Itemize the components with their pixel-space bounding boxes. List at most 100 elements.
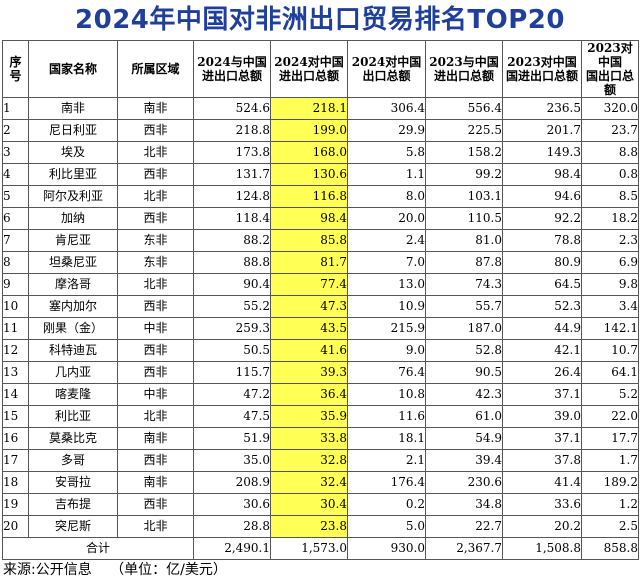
column-header: 2023对中国 国进出口总额	[502, 40, 582, 98]
value-cell: 98.4	[502, 163, 582, 186]
table-row: 14 喀麦隆 中非 47.2 36.4 10.8 42.3 37.1 5.2	[2, 383, 639, 406]
country-cell: 南非	[28, 97, 118, 120]
value-cell: 37.8	[502, 449, 582, 472]
value-cell: 39.3	[270, 361, 348, 384]
column-header-line: 出口总额	[362, 69, 411, 83]
value-cell: 76.4	[347, 361, 426, 384]
value-cell: 1.7	[581, 449, 639, 472]
table-row: 4 利比里亚 西非 131.7 130.6 1.1 99.2 98.4 0.8	[2, 163, 639, 186]
value-cell: 215.9	[347, 317, 426, 340]
value-cell: 20.2	[502, 515, 582, 538]
table-body: 1 南非 南非 524.6 218.1 306.4 556.4 236.5 320.0 2 尼日利亚…	[2, 97, 639, 560]
value-cell: 18.2	[581, 207, 639, 230]
rank-cell: 4	[2, 163, 29, 186]
value-cell: 13.0	[347, 273, 426, 296]
column-header-line: 2024对中国	[351, 55, 422, 69]
total-value-cell: 930.0	[347, 537, 426, 560]
region-cell: 西非	[117, 163, 194, 186]
value-cell: 236.5	[502, 97, 582, 120]
value-cell: 51.9	[193, 427, 271, 450]
value-cell: 11.6	[347, 405, 426, 428]
value-cell: 88.2	[193, 229, 271, 252]
region-cell: 北非	[117, 185, 194, 208]
column-header: 2024与中国 进出口总额	[193, 40, 271, 98]
region-cell: 西非	[117, 119, 194, 142]
value-cell: 50.5	[193, 339, 271, 362]
region-cell: 南非	[117, 427, 194, 450]
value-cell: 47.3	[270, 295, 348, 318]
value-cell: 33.6	[502, 493, 582, 516]
region-cell: 西非	[117, 339, 194, 362]
value-cell: 5.2	[581, 383, 639, 406]
country-cell: 肯尼亚	[28, 229, 118, 252]
value-cell: 42.3	[425, 383, 503, 406]
value-cell: 26.4	[502, 361, 582, 384]
region-cell: 北非	[117, 141, 194, 164]
value-cell: 23.7	[581, 119, 639, 142]
rank-cell: 2	[2, 119, 29, 142]
value-cell: 218.8	[193, 119, 271, 142]
region-cell: 北非	[117, 273, 194, 296]
table-row: 1 南非 南非 524.6 218.1 306.4 556.4 236.5 320.0	[2, 97, 639, 120]
value-cell: 8.5	[581, 185, 639, 208]
column-header-line: 2023与中国	[429, 55, 499, 69]
source-note: 来源:公开信息 （单位：亿/美元）	[3, 560, 241, 580]
value-cell: 92.2	[502, 207, 582, 230]
value-cell: 168.0	[270, 141, 348, 164]
value-cell: 131.7	[193, 163, 271, 186]
value-cell: 41.6	[270, 339, 348, 362]
table-row: 8 坦桑尼亚 东非 88.8 81.7 7.0 87.8 80.9 6.9	[2, 251, 639, 274]
rank-cell: 11	[2, 317, 29, 340]
value-cell: 6.9	[581, 251, 639, 274]
rank-cell: 10	[2, 295, 29, 318]
value-cell: 2.5	[581, 515, 639, 538]
total-value-cell: 1,508.8	[502, 537, 582, 560]
column-header-line: 国家名称	[48, 62, 97, 76]
table-row: 16 莫桑比克 南非 51.9 33.8 18.1 54.9 37.1 17.7	[2, 427, 639, 450]
source-label: 来源:公开信息	[3, 562, 92, 578]
rank-cell: 9	[2, 273, 29, 296]
total-row: 合计 2,490.1 1,573.0 930.0 2,367.7 1,508.8 858.8	[2, 537, 639, 560]
region-cell: 中非	[117, 317, 194, 340]
value-cell: 9.8	[581, 273, 639, 296]
value-cell: 52.3	[502, 295, 582, 318]
column-header-line: 所属区域	[131, 62, 180, 76]
table-row: 15 利比亚 北非 47.5 35.9 11.6 61.0 39.0 22.0	[2, 405, 639, 428]
value-cell: 42.1	[502, 339, 582, 362]
column-header-line: 2024与中国	[197, 55, 267, 69]
table-row: 2 尼日利亚 西非 218.8 199.0 29.9 225.5 201.7 23.7	[2, 119, 639, 142]
value-cell: 90.4	[193, 273, 271, 296]
value-cell: 32.4	[270, 471, 348, 494]
value-cell: 55.2	[193, 295, 271, 318]
column-header-line: 进出口总额	[201, 69, 262, 83]
region-cell: 北非	[117, 515, 194, 538]
rank-cell: 1	[2, 97, 29, 120]
value-cell: 142.1	[581, 317, 639, 340]
column-header: 2024对中国 进出口总额	[270, 40, 348, 98]
value-cell: 9.0	[347, 339, 426, 362]
value-cell: 35.0	[193, 449, 271, 472]
value-cell: 39.4	[425, 449, 503, 472]
rank-cell: 15	[2, 405, 29, 428]
value-cell: 130.6	[270, 163, 348, 186]
value-cell: 28.8	[193, 515, 271, 538]
table-row: 20 突尼斯 北非 28.8 23.8 5.0 22.7 20.2 2.5	[2, 515, 639, 538]
region-cell: 西非	[117, 449, 194, 472]
column-header-line: 进出口总额	[278, 69, 339, 83]
table-row: 6 加纳 西非 118.4 98.4 20.0 110.5 92.2 18.2	[2, 207, 639, 230]
value-cell: 64.1	[581, 361, 639, 384]
rank-cell: 13	[2, 361, 29, 384]
column-header-line: 国进出口总额	[505, 69, 578, 83]
value-cell: 225.5	[425, 119, 503, 142]
country-cell: 利比亚	[28, 405, 118, 428]
value-cell: 10.8	[347, 383, 426, 406]
trade-ranking-table: 序号国家名称 所属区域 2024与中国 进出口总额 2024对中国 进出口总额 2024对中…	[2, 40, 639, 560]
rank-cell: 20	[2, 515, 29, 538]
table-row: 11 刚果（金） 中非 259.3 43.5 215.9 187.0 44.9 142.1	[2, 317, 639, 340]
country-cell: 利比里亚	[28, 163, 118, 186]
value-cell: 29.9	[347, 119, 426, 142]
rank-cell: 8	[2, 251, 29, 274]
country-cell: 喀麦隆	[28, 383, 118, 406]
rank-cell: 6	[2, 207, 29, 230]
column-header-line: 序	[9, 55, 22, 69]
